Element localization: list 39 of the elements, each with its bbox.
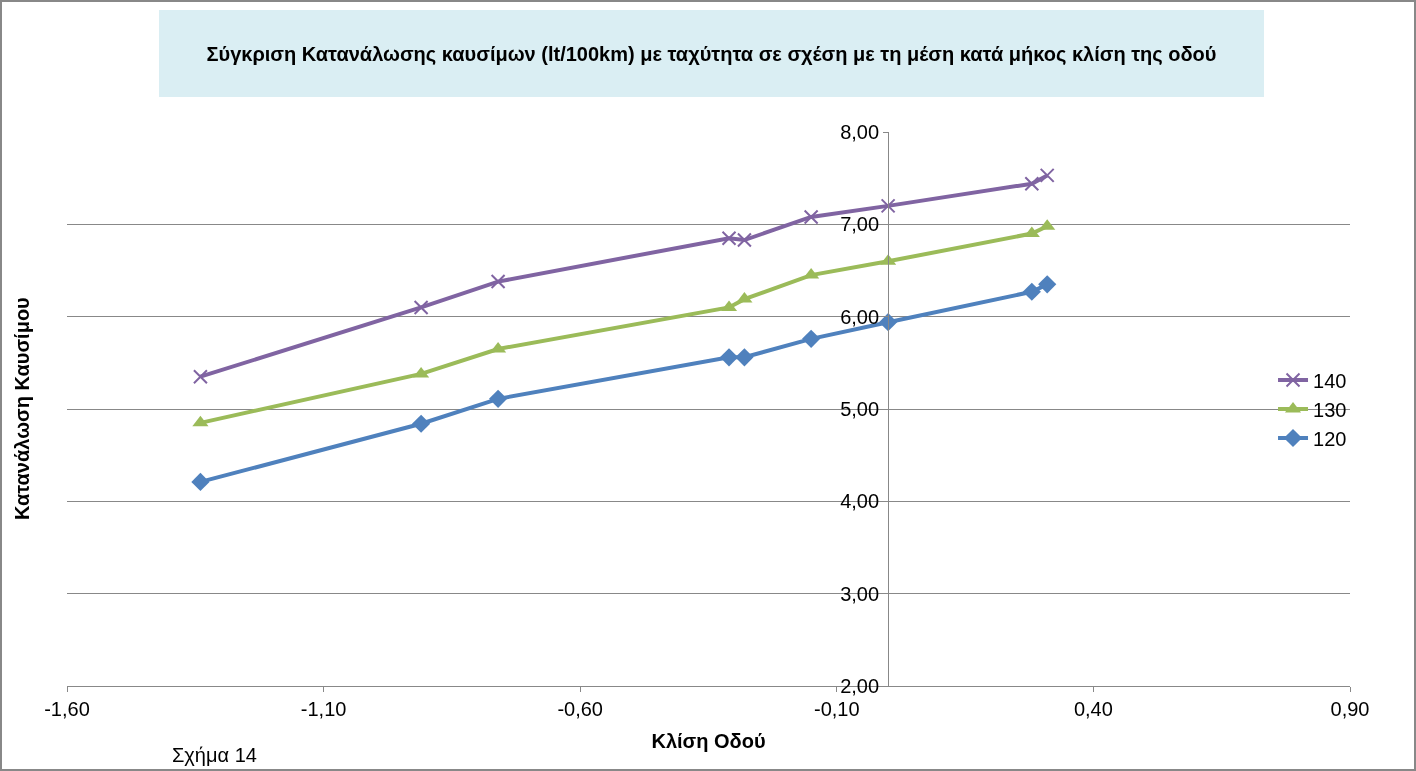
text: Σχήμα 14 [172, 744, 257, 766]
point [803, 209, 819, 225]
point [880, 198, 896, 214]
y-axis-title: Κατανάλωση Καυσίμου [11, 297, 34, 521]
point [192, 415, 209, 427]
point [735, 348, 754, 367]
point [879, 313, 898, 332]
point [1022, 282, 1041, 301]
x-tick-label: -1,60 [44, 698, 90, 720]
point [412, 414, 431, 433]
chart-title: Σύγκριση Κατανάλωσης καυσίμων (lt/100km) με ταχύτητα σε σχέση με τη μέση κατά μήκος κλίση της οδού [159, 10, 1264, 97]
y-tick-label: 4,00 [840, 490, 880, 513]
point [1038, 275, 1057, 294]
legend-label: 130 [1313, 398, 1347, 421]
x-axis-title: Κλίση Οδού [651, 729, 766, 752]
point [191, 472, 210, 492]
point [490, 274, 506, 290]
point [488, 389, 508, 408]
y-tick-label: 7,00 [840, 213, 880, 236]
y-tick-label: 6,00 [840, 305, 880, 328]
x-tick-label: -0,60 [557, 698, 603, 720]
point [413, 366, 430, 378]
x-tick-label: -1,10 [300, 698, 347, 720]
x-tick-label: 0,40 [1073, 698, 1113, 720]
y-tick-label: 2,00 [840, 675, 880, 697]
legend-label: 140 [1313, 369, 1347, 392]
x-tick-label: 0,90 [1330, 698, 1370, 720]
point [413, 299, 429, 315]
legend-label: 120 [1313, 427, 1347, 450]
point [1023, 226, 1040, 238]
point [719, 348, 739, 367]
y-tick-label: 3,00 [840, 582, 880, 605]
y-tick-label: 8,00 [840, 121, 880, 143]
x-tick-label: -0,10 [814, 698, 860, 720]
point [802, 329, 821, 348]
y-tick-label: 5,00 [840, 398, 880, 420]
point [1024, 176, 1040, 192]
point [192, 369, 208, 385]
point [1039, 167, 1055, 183]
